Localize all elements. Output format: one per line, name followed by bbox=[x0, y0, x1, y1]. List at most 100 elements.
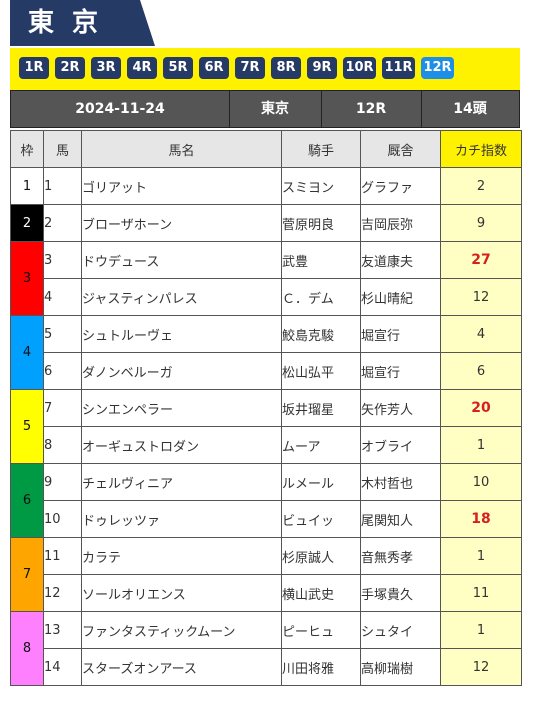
table-row: 1 1 ゴリアット スミヨン グラファ 2 bbox=[10, 167, 522, 205]
waku-cell: 5 bbox=[10, 389, 44, 464]
page-header: 東京 bbox=[0, 0, 533, 46]
race-tab-10r[interactable]: 10R bbox=[343, 57, 376, 79]
race-tab-4r[interactable]: 4R bbox=[127, 57, 157, 79]
jockey-cell: 横山武史 bbox=[281, 574, 361, 612]
waku-cell: 4 bbox=[10, 315, 44, 390]
horse-name-cell: ドゥレッツァ bbox=[81, 500, 282, 538]
jockey-cell: 鮫島克駿 bbox=[281, 315, 361, 353]
jockey-cell: ビュイッ bbox=[281, 500, 361, 538]
trainer-cell: グラファ bbox=[360, 167, 441, 205]
col-header-name: 馬名 bbox=[81, 130, 282, 168]
uma-number-cell: 1 bbox=[43, 167, 82, 205]
uma-number-cell: 2 bbox=[43, 204, 82, 242]
uma-number-cell: 3 bbox=[43, 241, 82, 279]
horse-name-cell: ゴリアット bbox=[81, 167, 282, 205]
entries-table: 枠 馬 馬名 騎手 厩舎 カチ指数 1 1 ゴリアット スミヨン グラファ 2 2 2 ブローザ… bbox=[10, 130, 522, 686]
col-header-uma: 馬 bbox=[43, 130, 82, 168]
col-header-waku: 枠 bbox=[10, 130, 44, 168]
table-row: 14 スターズオンアース 川田将雅 高柳瑞樹 12 bbox=[11, 648, 522, 686]
table-row: 8 オーギュストロダン ムーア オブライ 1 bbox=[11, 426, 522, 464]
header-banner bbox=[10, 0, 155, 46]
kachi-index-cell: 12 bbox=[440, 648, 522, 686]
uma-number-cell: 9 bbox=[43, 463, 82, 501]
jockey-cell: 菅原明良 bbox=[281, 204, 361, 242]
uma-number-cell: 11 bbox=[43, 537, 82, 575]
uma-number-cell: 6 bbox=[43, 352, 82, 390]
trainer-cell: 友道康夫 bbox=[360, 241, 441, 279]
trainer-cell: 高柳瑞樹 bbox=[360, 648, 441, 686]
kachi-index-cell: 18 bbox=[440, 500, 522, 538]
horse-name-cell: ブローザホーン bbox=[81, 204, 282, 242]
uma-number-cell: 8 bbox=[43, 426, 82, 464]
table-row: 7 11 カラテ 杉原誠人 音無秀孝 1 bbox=[10, 537, 522, 612]
horse-name-cell: ファンタスティックムーン bbox=[81, 611, 282, 649]
jockey-cell: 川田将雅 bbox=[281, 648, 361, 686]
trainer-cell: オブライ bbox=[360, 426, 441, 464]
waku-cell: 2 bbox=[10, 204, 44, 242]
kachi-index-cell: 1 bbox=[440, 537, 522, 575]
trainer-cell: 手塚貴久 bbox=[360, 574, 441, 612]
col-header-index: カチ指数 bbox=[440, 130, 522, 168]
waku-cell: 3 bbox=[10, 241, 44, 316]
race-tab-6r[interactable]: 6R bbox=[199, 57, 229, 79]
trainer-cell: 木村哲也 bbox=[360, 463, 441, 501]
race-venue: 東京 bbox=[229, 91, 322, 127]
table-row: 2 2 ブローザホーン 菅原明良 吉岡辰弥 9 bbox=[10, 204, 522, 242]
trainer-cell: 尾関知人 bbox=[360, 500, 441, 538]
horse-name-cell: ダノンベルーガ bbox=[81, 352, 282, 390]
race-tab-3r[interactable]: 3R bbox=[91, 57, 121, 79]
uma-number-cell: 14 bbox=[43, 648, 82, 686]
trainer-cell: 矢作芳人 bbox=[360, 389, 441, 427]
table-row: 6 ダノンベルーガ 松山弘平 堀宣行 6 bbox=[11, 352, 522, 390]
waku-cell: 1 bbox=[10, 167, 44, 205]
kachi-index-cell: 1 bbox=[440, 611, 522, 649]
jockey-cell: スミヨン bbox=[281, 167, 361, 205]
horse-name-cell: チェルヴィニア bbox=[81, 463, 282, 501]
horse-name-cell: オーギュストロダン bbox=[81, 426, 282, 464]
jockey-cell: 坂井瑠星 bbox=[281, 389, 361, 427]
race-number: 12R bbox=[321, 91, 422, 127]
table-row: 3 3 ドウデュース 武豊 友道康夫 27 bbox=[10, 241, 522, 316]
race-tab-12r[interactable]: 12R bbox=[421, 57, 454, 79]
jockey-cell: 杉原誠人 bbox=[281, 537, 361, 575]
uma-number-cell: 12 bbox=[43, 574, 82, 612]
uma-number-cell: 10 bbox=[43, 500, 82, 538]
jockey-cell: 武豊 bbox=[281, 241, 361, 279]
race-selector-bar: 1R 2R 3R 4R 5R 6R 7R 8R 9R 10R 11R 12R bbox=[10, 48, 520, 90]
race-tab-2r[interactable]: 2R bbox=[55, 57, 85, 79]
jockey-cell: Ｃ．デム bbox=[281, 278, 361, 316]
waku-cell: 6 bbox=[10, 463, 44, 538]
race-tab-9r[interactable]: 9R bbox=[307, 57, 337, 79]
horse-name-cell: カラテ bbox=[81, 537, 282, 575]
venue-title: 東京 bbox=[28, 8, 117, 38]
jockey-cell: 松山弘平 bbox=[281, 352, 361, 390]
uma-number-cell: 13 bbox=[43, 611, 82, 649]
kachi-index-cell: 6 bbox=[440, 352, 522, 390]
race-tab-11r[interactable]: 11R bbox=[382, 57, 415, 79]
kachi-index-cell: 1 bbox=[440, 426, 522, 464]
table-row: 5 7 シンエンペラー 坂井瑠星 矢作芳人 20 bbox=[10, 389, 522, 464]
jockey-cell: ピーヒュ bbox=[281, 611, 361, 649]
race-tab-7r[interactable]: 7R bbox=[235, 57, 265, 79]
trainer-cell: シュタイ bbox=[360, 611, 441, 649]
horse-name-cell: ドウデュース bbox=[81, 241, 282, 279]
kachi-index-cell: 20 bbox=[440, 389, 522, 427]
race-tab-1r[interactable]: 1R bbox=[19, 57, 49, 79]
horse-name-cell: シンエンペラー bbox=[81, 389, 282, 427]
col-header-trainer: 厩舎 bbox=[360, 130, 441, 168]
table-row: 8 13 ファンタスティックムーン ピーヒュ シュタイ 1 bbox=[10, 611, 522, 686]
table-row: 4 ジャスティンパレス Ｃ．デム 杉山晴紀 12 bbox=[11, 278, 522, 316]
horse-name-cell: ソールオリエンス bbox=[81, 574, 282, 612]
race-tab-8r[interactable]: 8R bbox=[271, 57, 301, 79]
table-row: 6 9 チェルヴィニア ルメール 木村哲也 10 bbox=[10, 463, 522, 538]
trainer-cell: 音無秀孝 bbox=[360, 537, 441, 575]
waku-cell: 8 bbox=[10, 611, 44, 686]
waku-cell: 7 bbox=[10, 537, 44, 612]
trainer-cell: 堀宣行 bbox=[360, 352, 441, 390]
table-header-row: 枠 馬 馬名 騎手 厩舎 カチ指数 bbox=[10, 130, 522, 168]
kachi-index-cell: 4 bbox=[440, 315, 522, 353]
uma-number-cell: 5 bbox=[43, 315, 82, 353]
race-tab-5r[interactable]: 5R bbox=[163, 57, 193, 79]
runner-count: 14頭 bbox=[453, 101, 487, 117]
kachi-index-cell: 11 bbox=[440, 574, 522, 612]
